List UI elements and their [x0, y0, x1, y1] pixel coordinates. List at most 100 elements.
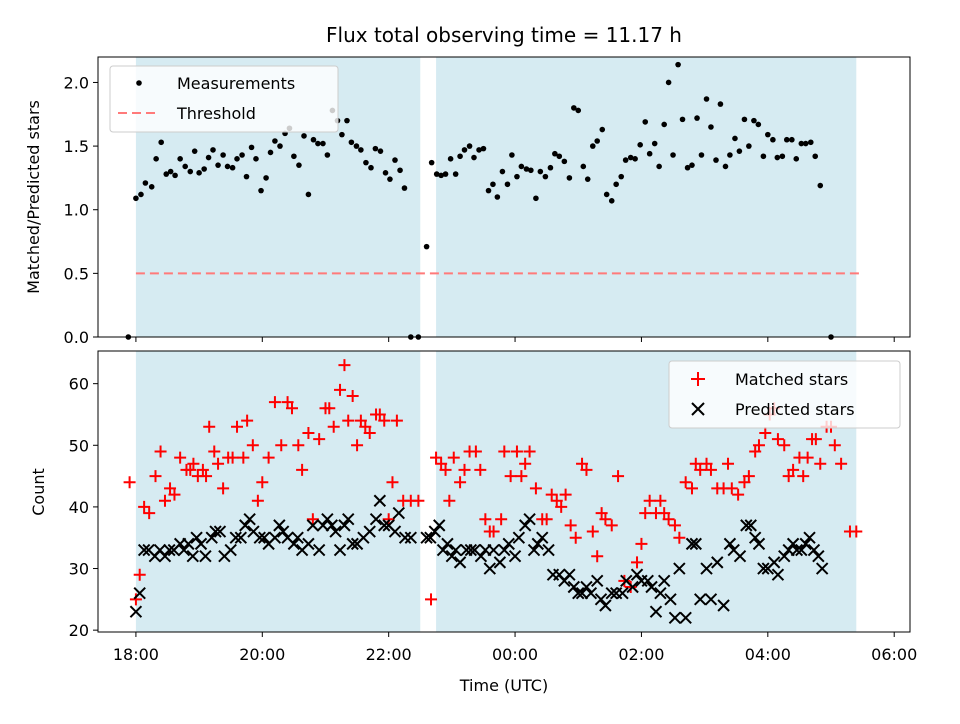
- measurement-point: [698, 152, 705, 158]
- predicted-star-point: [599, 599, 612, 612]
- matched-star-point: [700, 457, 713, 470]
- predicted-star-point: [502, 537, 515, 551]
- predicted-star-point: [757, 562, 770, 575]
- matched-star-point: [850, 525, 863, 538]
- matched-star-point: [412, 494, 425, 507]
- matched-star-point: [275, 439, 288, 452]
- matched-star-point: [519, 457, 532, 470]
- measurement-point: [774, 154, 781, 161]
- predicted-star-point: [483, 562, 496, 575]
- measurement-point: [344, 117, 350, 124]
- predicted-star-point: [531, 537, 545, 551]
- x-axis-label: Time (UTC): [459, 676, 548, 695]
- measurement-point: [296, 162, 302, 168]
- matched-star-point: [643, 494, 656, 507]
- measurement-point: [258, 187, 264, 194]
- measurement-point: [613, 181, 619, 188]
- matched-star-point: [580, 463, 593, 476]
- predicted-star-point: [163, 543, 176, 557]
- chart-title: Flux total observing time = 11.17 h: [326, 23, 682, 47]
- matched-star-point: [454, 476, 467, 489]
- matched-star-point: [443, 494, 456, 507]
- measurement-point: [528, 167, 534, 174]
- top-y-tick-label: 0.5: [64, 264, 89, 283]
- measurement-point: [817, 182, 824, 189]
- matched-star-point: [605, 519, 618, 532]
- matched-star-point: [797, 470, 810, 483]
- predicted-star-point: [392, 506, 405, 520]
- matched-star-point: [212, 457, 225, 470]
- predicted-star-point: [209, 525, 222, 538]
- measurement-point: [452, 171, 459, 177]
- measurement-point: [358, 147, 364, 153]
- predicted-star-point: [664, 593, 677, 606]
- matched-star-point: [292, 439, 305, 452]
- matched-star-point: [809, 433, 822, 446]
- measurement-point: [760, 153, 767, 160]
- matched-star-point: [564, 519, 577, 532]
- measurement-point: [305, 191, 312, 198]
- predicted-star-point: [733, 549, 747, 563]
- measurement-point: [324, 152, 331, 158]
- predicted-star-point: [257, 531, 271, 544]
- measurement-point: [442, 171, 449, 177]
- measurement-point: [608, 198, 615, 204]
- measurement-point: [798, 140, 805, 147]
- predicted-star-point: [767, 556, 781, 569]
- matched-star-point: [226, 451, 239, 464]
- matched-star-point: [595, 507, 608, 520]
- top-axes-frame: [97, 56, 911, 338]
- x-tick-label: 20:00: [239, 645, 285, 664]
- measurement-point: [537, 168, 544, 175]
- matched-star-point: [302, 426, 315, 439]
- predicted-star-point: [306, 519, 320, 532]
- predicted-star-point: [740, 519, 753, 532]
- predicted-star-point: [373, 494, 387, 507]
- matched-star-point: [599, 513, 612, 526]
- measurement-point: [741, 116, 748, 123]
- predicted-star-point: [338, 519, 351, 532]
- matched-star-point: [828, 439, 841, 452]
- matched-star-point: [559, 488, 572, 501]
- matched-star-point: [158, 494, 171, 507]
- measurement-point: [428, 159, 435, 166]
- measurement-point: [637, 142, 643, 148]
- predicted-star-point: [194, 537, 208, 551]
- predicted-star-point: [182, 537, 195, 551]
- matched-star-point: [342, 414, 355, 427]
- measurement-point: [642, 119, 649, 125]
- matched-star-point: [801, 451, 814, 464]
- matched-star-point: [469, 445, 482, 458]
- matched-star-point: [778, 439, 791, 452]
- top-legend-box: [109, 65, 339, 133]
- matched-star-point: [123, 476, 136, 489]
- measurement-point: [571, 105, 577, 111]
- matched-star-point: [149, 470, 162, 483]
- matched-star-point: [231, 420, 244, 433]
- measurement-point: [348, 139, 355, 146]
- measurement-point: [438, 172, 444, 179]
- measurement-point: [392, 157, 398, 163]
- measurement-point: [523, 166, 530, 172]
- top-legend: Measurements Threshold: [109, 65, 339, 133]
- measurement-point: [253, 156, 259, 162]
- matched-star-point: [386, 476, 399, 489]
- bottom-y-tick-label: 40: [69, 498, 89, 517]
- predicted-star-point: [302, 537, 315, 551]
- measurement-point: [272, 138, 278, 144]
- predicted-star-point: [790, 543, 804, 557]
- predicted-star-point: [572, 586, 585, 600]
- measurement-point: [220, 152, 226, 158]
- measurement-point: [353, 143, 360, 149]
- predicted-star-point: [523, 513, 536, 526]
- predicted-star-point: [325, 519, 339, 532]
- predicted-star-point: [453, 556, 467, 569]
- matched-star-point: [200, 470, 213, 483]
- matched-star-point: [354, 414, 367, 427]
- predicted-star-point: [654, 586, 667, 600]
- matched-star-point: [668, 519, 681, 532]
- predicted-star-point: [685, 537, 699, 551]
- predicted-star-point: [536, 531, 549, 544]
- matched-star-point: [327, 420, 340, 433]
- measurement-point: [656, 163, 662, 170]
